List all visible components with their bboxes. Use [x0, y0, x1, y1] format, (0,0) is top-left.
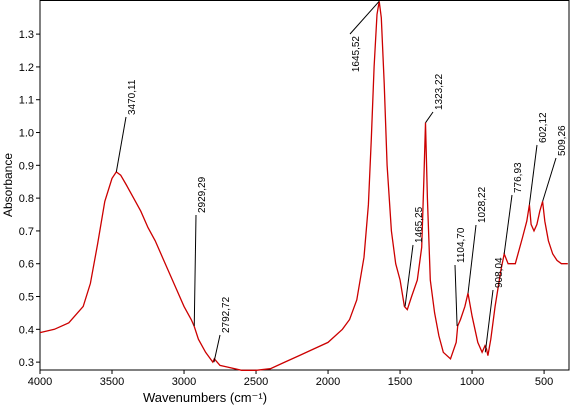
y-tick-label: 0.7: [19, 226, 34, 238]
y-tick-label: 0.8: [19, 193, 34, 205]
leader-line: [193, 214, 197, 327]
y-axis-label: Absorbance: [1, 153, 15, 217]
leader-line: [454, 264, 458, 327]
x-tick-label: 500: [535, 376, 553, 388]
y-tick-label: 0.9: [19, 160, 34, 172]
leader-line: [425, 111, 434, 123]
leader-line: [542, 157, 557, 202]
leader-line: [115, 116, 127, 172]
spectrum-line: [39, 1, 568, 371]
leader-line: [213, 334, 221, 363]
x-tick-label: 4000: [28, 376, 52, 388]
x-tick-label: 3500: [100, 376, 124, 388]
x-tick-label: 2500: [244, 376, 268, 388]
x-tick-label: 2000: [316, 376, 340, 388]
y-tick-label: 1.0: [19, 128, 34, 140]
peak-label: 1028,22: [477, 186, 488, 223]
leader-line: [528, 144, 538, 205]
peak-label: 1465,25: [414, 206, 425, 243]
x-axis-label: Wavenumbers (cm⁻¹): [143, 390, 267, 405]
y-tick-label: 0.6: [19, 259, 34, 271]
y-tick-label: 0.4: [19, 324, 34, 336]
peak-label: 509,26: [557, 125, 568, 156]
leader-line: [484, 289, 494, 353]
peak-label: 602,12: [538, 112, 549, 143]
leader-line: [404, 244, 414, 307]
leader-line: [467, 224, 477, 294]
x-tick-label: 1500: [388, 376, 412, 388]
peak-label: 3470,11: [127, 79, 138, 115]
peak-label: 2792,72: [221, 296, 232, 333]
peak-label: 1645,52: [351, 36, 362, 73]
peak-label: 1104,70: [456, 227, 467, 263]
y-tick-label: 0.5: [19, 292, 34, 304]
y-tick-label: 1.2: [19, 62, 34, 74]
x-tick-label: 1000: [460, 376, 484, 388]
y-tick-label: 0.3: [19, 357, 34, 369]
x-tick-label: 3000: [172, 376, 196, 388]
plot-frame: [39, 0, 570, 371]
y-tick-label: 1.3: [19, 29, 34, 41]
leader-line: [349, 0, 380, 35]
peak-label: 1323,22: [434, 73, 445, 110]
y-tick-label: 1.1: [19, 95, 34, 107]
leader-line: [503, 194, 513, 254]
peak-label: 908,04: [494, 257, 505, 288]
peak-label: 776,93: [513, 162, 524, 193]
peak-label: 2929,29: [197, 176, 208, 213]
